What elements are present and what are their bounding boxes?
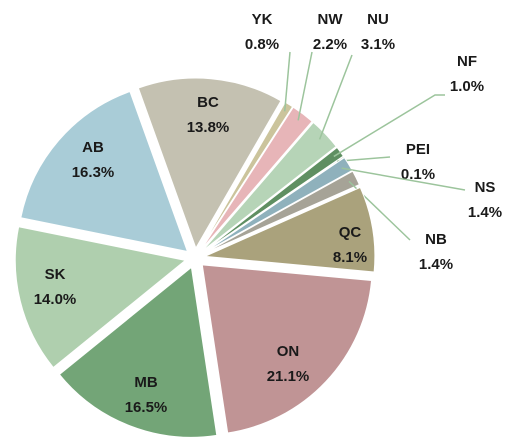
slice-label: ON [277, 343, 300, 360]
pie-slice [201, 121, 337, 252]
slice-label: MB [134, 374, 157, 391]
slice-value-label: 16.3% [72, 164, 115, 181]
slice-value-label: 2.2% [313, 36, 347, 53]
pie-slice [202, 186, 376, 273]
slice-value-label: 0.1% [401, 166, 435, 183]
pie-slice [137, 77, 282, 250]
slice-label: QC [339, 224, 362, 241]
slice-value-label: 0.8% [245, 36, 279, 53]
slice-label: NF [457, 53, 477, 70]
slice-label: NW [318, 11, 344, 28]
slice-label: BC [197, 94, 219, 111]
slice-label: AB [82, 139, 104, 156]
slice-value-label: 21.1% [267, 368, 310, 385]
pie-slice [201, 264, 373, 434]
leader-line [341, 167, 466, 191]
slice-value-label: 3.1% [361, 36, 395, 53]
slice-value-label: 13.8% [187, 119, 230, 136]
slice-value-label: 14.0% [34, 291, 77, 308]
leader-line [318, 54, 353, 140]
slice-value-label: 1.0% [450, 78, 484, 95]
leader-line [283, 51, 291, 112]
slice-value-label: 8.1% [333, 249, 367, 266]
slice-value-label: 1.4% [419, 256, 453, 273]
slice-value-label: 16.5% [125, 399, 168, 416]
pie-slice [203, 170, 361, 255]
pie-slice [14, 226, 187, 369]
slice-label: NB [425, 231, 447, 248]
slice-label: PEI [406, 141, 430, 158]
slice-label: NU [367, 11, 389, 28]
pie-slice [20, 90, 189, 253]
slice-value-label: 1.4% [468, 204, 502, 221]
pie-slice [58, 266, 218, 438]
pie-slice [200, 106, 313, 251]
slice-label: YK [252, 11, 273, 28]
leader-line [333, 94, 445, 158]
slice-label: SK [45, 266, 66, 283]
leader-line [297, 51, 313, 121]
slice-label: NS [475, 179, 496, 196]
